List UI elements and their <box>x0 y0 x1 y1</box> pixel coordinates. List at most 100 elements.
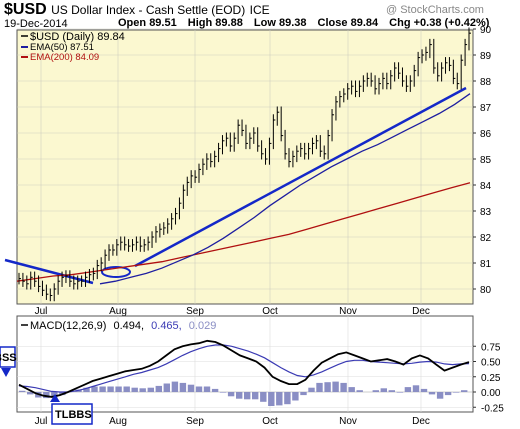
macd-hist-bar <box>123 386 130 392</box>
macd-hist-bar <box>372 390 379 392</box>
price-x-tick-label: Nov <box>339 306 357 317</box>
price-panel <box>16 29 474 305</box>
macd-hist-bar <box>380 388 387 392</box>
ema50-line <box>99 93 471 285</box>
price-y-tick-label: 85 <box>480 155 492 166</box>
macd-x-tick-label: Sep <box>186 416 204 427</box>
macd-hist-bar <box>300 392 307 396</box>
low-value: 89.38 <box>278 17 307 29</box>
macd-x-tick-label: Nov <box>339 416 357 427</box>
macd-hist-bar <box>219 392 227 393</box>
price-x-axis: Jul Aug Sep Oct Nov Dec <box>35 306 430 317</box>
macd-y-tick-label: 0.75 <box>481 342 501 353</box>
macd-x-tick-label: Dec <box>412 416 430 427</box>
macd-hist-bar <box>420 388 428 392</box>
price-y-tick-label: 81 <box>480 259 492 270</box>
macd-line <box>18 339 470 398</box>
macd-hist-bar <box>292 392 299 401</box>
macd-hist-bar <box>428 392 436 395</box>
trendline-1 <box>4 258 94 285</box>
macd-hist-bar <box>115 386 122 392</box>
macd-hist-bar <box>203 386 211 392</box>
open-label: Open <box>118 17 147 29</box>
legend-ema200: EMA(200) 84.09 <box>30 52 99 63</box>
macd-hist-bar <box>155 385 162 392</box>
macd-hist-bar <box>83 387 90 392</box>
macd-y-tick-label: 0.50 <box>481 358 501 369</box>
macd-hist-bar <box>356 390 363 392</box>
breakout-ellipse <box>101 266 131 278</box>
macd-hist-bar <box>388 390 395 392</box>
instrument-name: US Dollar Index - Cash Settle (EOD) <box>51 3 246 17</box>
price-y-tick-label: 87 <box>480 103 492 114</box>
high-value: 89.88 <box>215 17 243 29</box>
macd-hist-bar <box>276 392 283 406</box>
chart-title: $USD US Dollar Index - Cash Settle (EOD)… <box>4 1 270 19</box>
ema200-line <box>16 182 471 282</box>
chg-value: +0.38 (+0.42%) <box>413 17 490 29</box>
legend-ema50: EMA(50) 87.51 <box>30 42 94 53</box>
macd-y-axis: -0.25 0.00 0.25 0.50 0.75 <box>473 342 504 414</box>
signal-line <box>18 344 470 393</box>
macd-hist-bar <box>43 392 50 399</box>
macd-hist-bar <box>452 392 460 393</box>
macd-hist-bar <box>211 388 219 392</box>
macd-hist-bar <box>348 387 355 392</box>
price-y-tick-label: 80 <box>480 285 492 296</box>
close-value: 89.84 <box>350 17 379 29</box>
price-y-axis: 80 81 82 83 84 85 86 87 88 89 90 <box>473 25 492 296</box>
macd-label-macd: 0.494, <box>113 320 144 332</box>
price-y-tick-label: 89 <box>480 51 492 62</box>
macd-hist-bar <box>19 390 26 392</box>
price-x-tick-label: Oct <box>262 306 278 317</box>
price-y-tick-label: 83 <box>480 207 492 218</box>
bss-box <box>0 346 16 368</box>
macd-hist-bar <box>139 388 146 392</box>
symbol: $USD <box>4 1 47 18</box>
macd-hist-bar <box>227 392 235 397</box>
macd-y-tick-label: 0.00 <box>481 388 501 399</box>
macd-hist-bar <box>396 392 404 393</box>
close-label: Close <box>317 17 348 29</box>
tlbbs-arrow-icon <box>50 394 60 402</box>
exchange: ICE <box>249 3 270 17</box>
macd-hist-bar <box>332 381 339 392</box>
price-y-tick-label: 86 <box>480 129 492 140</box>
macd-hist-bar <box>404 387 412 392</box>
macd-hist-bar <box>171 381 179 392</box>
open-value: 89.51 <box>149 17 177 29</box>
price-y-tick-label: 90 <box>480 25 492 36</box>
price-grid <box>17 28 473 304</box>
macd-x-tick-label: Aug <box>109 416 127 427</box>
macd-hist-bar <box>107 386 114 392</box>
high-label: High <box>187 17 213 29</box>
macd-hist-bar <box>91 386 98 392</box>
bss-label: BSS <box>0 352 17 364</box>
macd-hist-bar <box>147 387 154 392</box>
tlbbs-box <box>51 403 93 425</box>
quote-line: Open 89.51 High 89.88 Low 89.38 Close 89… <box>118 17 489 29</box>
bss-arrow-icon <box>1 368 11 377</box>
macd-x-tick-label: Oct <box>262 416 278 427</box>
quote-date: 19-Dec-2014 <box>4 18 68 30</box>
macd-hist-bar <box>260 392 267 402</box>
macd-label-prefix: MACD(12,26,9) <box>30 320 106 332</box>
price-y-tick-label: 82 <box>480 233 492 244</box>
macd-hist-bar <box>436 392 444 399</box>
macd-hist-bar <box>195 386 203 392</box>
macd-hist-bar <box>316 382 323 392</box>
macd-hist-bar <box>284 392 291 405</box>
watermark: @ StockCharts.com <box>386 4 484 16</box>
macd-hist-bar <box>412 385 420 392</box>
macd-label: MACD(12,26,9) 0.494, 0.465, 0.029 <box>30 320 216 332</box>
trendline-2 <box>134 86 467 268</box>
macd-hist-bar <box>27 392 34 395</box>
macd-hist-bar <box>340 382 347 392</box>
macd-hist-bar <box>236 392 243 399</box>
low-label: Low <box>253 17 276 29</box>
macd-label-hist: 0.029 <box>189 320 217 332</box>
macd-y-tick-label: -0.25 <box>481 403 504 414</box>
tlbbs-label: TLBBS <box>55 409 92 421</box>
macd-x-axis: Jul Aug Sep Oct Nov Dec <box>35 416 430 427</box>
